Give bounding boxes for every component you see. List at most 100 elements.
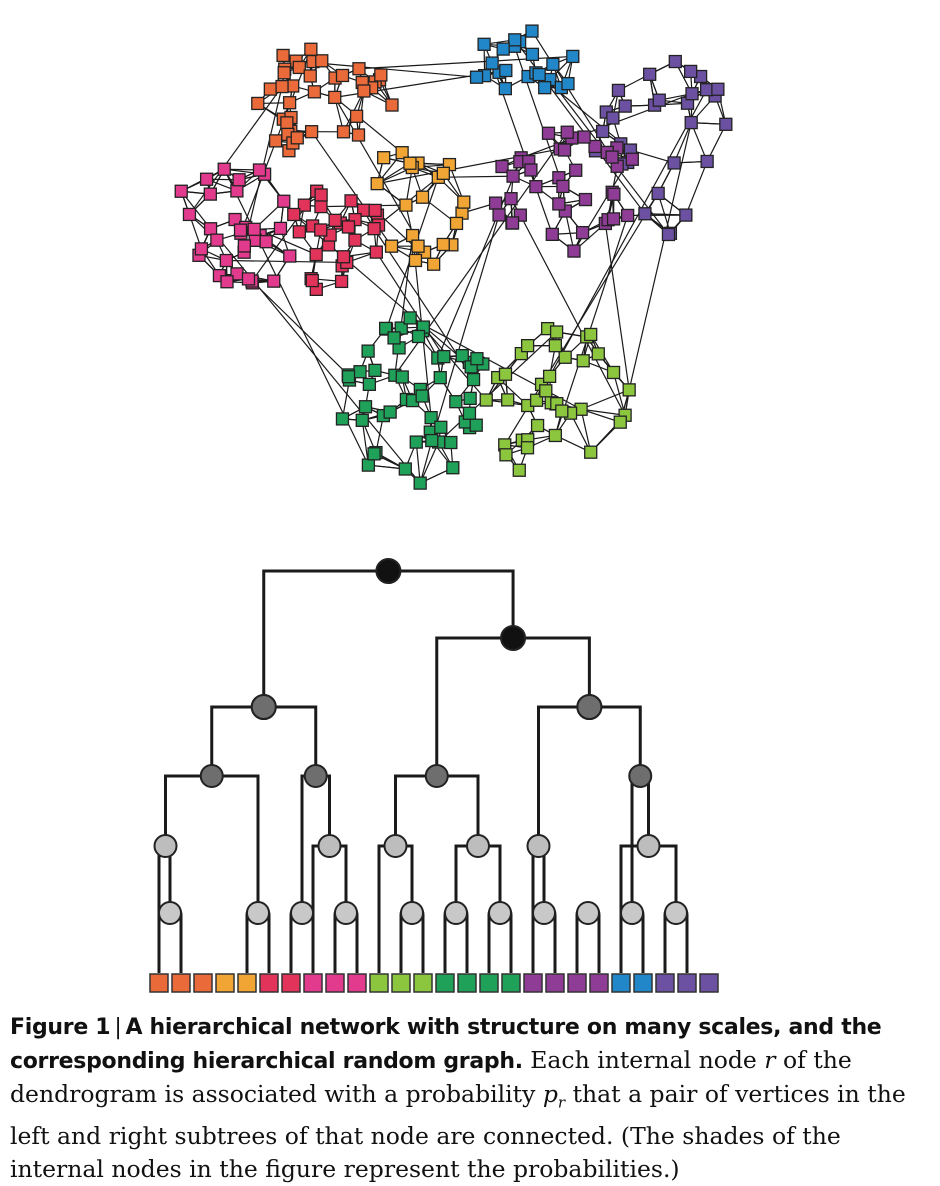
- network-vertex: [561, 76, 575, 91]
- network-vertex: [315, 54, 329, 68]
- network-vertex: [469, 418, 483, 432]
- network-vertex: [638, 207, 652, 221]
- network-vertex: [496, 42, 510, 56]
- dendrogram-internal-node: [500, 625, 527, 651]
- network-vertex: [305, 273, 319, 288]
- network-vertex: [545, 227, 559, 242]
- caption-text-2: of the dendrogram is associated with a p…: [10, 1046, 852, 1108]
- network-vertex: [336, 125, 351, 139]
- dendrogram-internal-node: [488, 901, 512, 925]
- network-vertex: [591, 347, 605, 361]
- network-edge: [519, 214, 626, 416]
- network-vertex: [232, 173, 246, 187]
- dendrogram-leaf-vertex: [391, 973, 411, 993]
- network-vertex: [525, 47, 540, 61]
- network-vertex: [618, 99, 632, 113]
- network-vertex: [700, 154, 714, 169]
- network-vertex: [683, 64, 698, 79]
- network-vertex: [252, 163, 267, 177]
- network-edge: [604, 223, 630, 390]
- network-vertex: [251, 96, 265, 111]
- dendrogram-leaf-vertex: [171, 973, 191, 993]
- network-vertex: [349, 109, 364, 123]
- network-vertex: [606, 212, 621, 226]
- network-edge: [251, 280, 349, 376]
- dendrogram-leaf-vertex: [435, 973, 455, 993]
- network-vertex: [427, 257, 441, 271]
- caption-figure-label: Figure 1: [10, 1015, 111, 1040]
- figure-1-illustration: [149, 24, 733, 993]
- caption-symbol-p-base: p: [542, 1080, 558, 1108]
- network-vertex: [358, 400, 373, 414]
- network-vertex: [492, 208, 506, 222]
- network-vertex: [424, 410, 438, 425]
- network-vertex: [719, 117, 733, 131]
- dendrogram-leaf-vertex: [523, 973, 543, 993]
- dendrogram-internal-node: [383, 834, 408, 858]
- dendrogram-leaf-vertex: [655, 973, 675, 993]
- network-vertex: [498, 81, 512, 96]
- network-vertex: [415, 190, 430, 204]
- dendrogram-branch: [262, 569, 389, 707]
- network-vertex: [449, 395, 463, 409]
- network-vertex: [668, 54, 682, 69]
- network-vertex: [449, 216, 464, 231]
- network-vertex: [539, 384, 553, 398]
- network-vertex: [283, 249, 297, 263]
- network-vertex: [577, 130, 591, 144]
- hierarchical-random-graph-dendrogram: [149, 558, 719, 993]
- network-vertex: [384, 239, 399, 253]
- network-edge: [419, 440, 433, 484]
- network-vertex: [685, 87, 699, 101]
- network-vertex: [446, 461, 460, 475]
- dendrogram-leaf-vertex: [215, 973, 235, 993]
- network-vertex: [541, 126, 556, 140]
- network-vertex: [352, 62, 366, 76]
- network-vertex: [436, 166, 450, 180]
- network-vertex: [436, 237, 450, 252]
- network-vertex: [309, 247, 323, 262]
- network-vertex: [314, 188, 328, 202]
- network-vertex: [230, 184, 244, 198]
- network-vertex: [273, 221, 288, 236]
- network-vertex: [498, 367, 513, 381]
- network-vertex: [605, 150, 619, 164]
- caption-symbol-r: r: [764, 1046, 776, 1074]
- network-vertex: [203, 222, 218, 236]
- network-vertex: [353, 365, 367, 379]
- dendrogram-leaf-vertex: [479, 973, 499, 993]
- dendrogram-internal-node: [199, 764, 224, 788]
- dendrogram-leaf-vertex: [237, 973, 257, 993]
- network-vertex: [199, 172, 214, 186]
- network-vertex: [549, 325, 564, 339]
- caption-text-3: that a pair of vertices in the left and …: [10, 1080, 906, 1183]
- network-vertex: [220, 275, 234, 289]
- dendrogram-leaves: [149, 973, 719, 993]
- network-vertex: [607, 187, 621, 201]
- network-vertex: [287, 207, 301, 222]
- network-vertex: [548, 339, 562, 353]
- network-edge: [630, 149, 675, 164]
- network-vertex: [470, 352, 484, 366]
- network-vertex: [434, 420, 448, 434]
- network-vertex: [361, 344, 375, 358]
- network-vertex: [370, 176, 384, 191]
- network-vertex: [469, 70, 484, 84]
- network-vertex: [588, 139, 602, 154]
- dendrogram-internal-node: [334, 901, 358, 925]
- network-vertex: [652, 93, 666, 107]
- hierarchical-network-graph: [174, 24, 733, 490]
- dendrogram-internal-node: [246, 901, 270, 925]
- figure-caption: Figure 1 | A hierarchical network with str…: [10, 1010, 915, 1186]
- network-vertex: [530, 418, 545, 433]
- dendrogram-internal-node: [532, 901, 556, 925]
- network-vertex: [651, 186, 665, 201]
- network-vertex: [355, 413, 369, 427]
- dendrogram-leaf-vertex: [567, 973, 587, 993]
- network-vertex: [241, 272, 256, 286]
- network-vertex: [385, 98, 399, 112]
- dendrogram-internal-node: [158, 901, 182, 925]
- network-vertex: [520, 441, 535, 455]
- network-vertex: [411, 239, 425, 253]
- network-vertex: [520, 338, 535, 353]
